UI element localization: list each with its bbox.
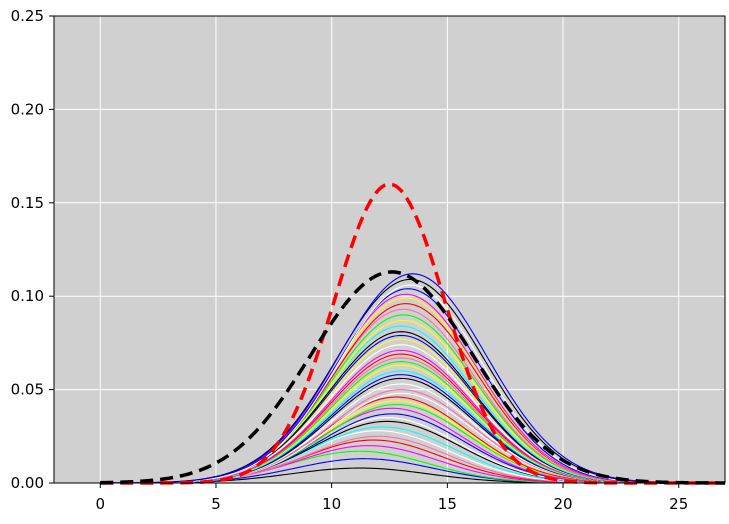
x-tick-label: 5 <box>211 495 221 513</box>
x-tick-label: 25 <box>669 495 688 513</box>
dashed-series-line-2 <box>100 270 726 485</box>
x-tick-label: 0 <box>96 495 106 513</box>
y-tick-label: 0.05 <box>11 381 44 399</box>
x-tick-label: 20 <box>553 495 572 513</box>
y-tick-label: 0.00 <box>11 474 44 492</box>
grid <box>54 16 725 483</box>
x-tick-label: 10 <box>322 495 341 513</box>
y-axis: 0.00 0.05 0.10 0.15 0.20 0.25 <box>11 7 54 492</box>
dashed-series-line-1 <box>100 182 725 485</box>
plot-frame <box>53 15 726 484</box>
y-tick-label: 0.10 <box>11 287 44 305</box>
y-tick-label: 0.25 <box>11 7 44 25</box>
x-axis: 0 5 10 15 20 25 <box>96 483 688 513</box>
x-tick-label: 15 <box>438 495 457 513</box>
y-tick-label: 0.15 <box>11 194 44 212</box>
y-tick-label: 0.20 <box>11 100 44 118</box>
plot-area <box>54 16 725 483</box>
